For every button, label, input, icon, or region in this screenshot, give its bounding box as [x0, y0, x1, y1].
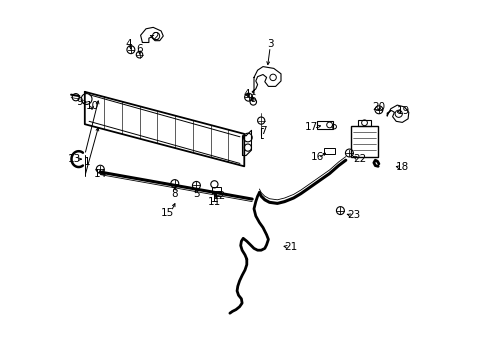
Text: 17: 17: [305, 122, 318, 132]
Text: 14: 14: [94, 168, 107, 179]
Text: 11: 11: [208, 197, 221, 207]
Text: 3: 3: [267, 39, 273, 49]
Text: 1: 1: [84, 157, 91, 167]
Text: 10: 10: [85, 101, 98, 111]
Text: 20: 20: [372, 102, 386, 112]
Text: 13: 13: [68, 154, 81, 164]
Text: 15: 15: [161, 208, 174, 218]
Text: 4: 4: [244, 89, 250, 99]
Bar: [358, 120, 371, 126]
Bar: [324, 148, 335, 154]
Bar: [351, 126, 378, 157]
Bar: [317, 121, 333, 129]
Text: 7: 7: [260, 126, 266, 136]
Text: 21: 21: [285, 242, 298, 252]
Text: 12: 12: [213, 191, 226, 201]
Text: 9: 9: [77, 96, 83, 107]
Text: 5: 5: [193, 189, 200, 199]
Bar: [212, 187, 221, 193]
Text: 2: 2: [152, 32, 159, 42]
Text: 6: 6: [136, 44, 143, 54]
Text: 8: 8: [172, 189, 178, 199]
Text: 22: 22: [353, 154, 366, 164]
Text: 16: 16: [310, 152, 323, 162]
Text: 19: 19: [397, 106, 410, 116]
Text: 6: 6: [249, 94, 256, 104]
Text: 4: 4: [126, 39, 132, 49]
Text: 18: 18: [396, 162, 409, 172]
Text: 23: 23: [347, 210, 360, 220]
